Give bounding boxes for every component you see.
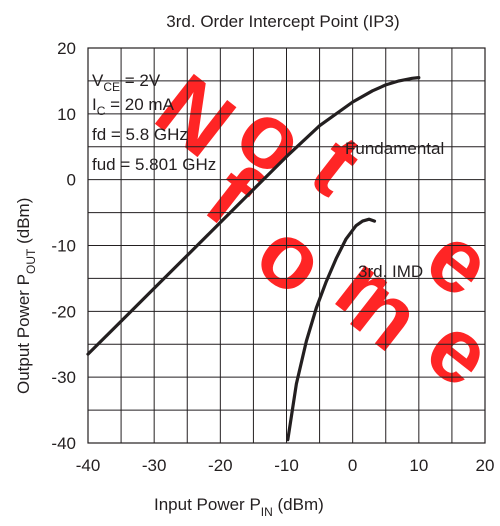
condition-ic: IC = 20 mA — [92, 95, 175, 118]
x-tick-labels: -40 -30 -20 -10 0 10 20 — [76, 456, 495, 475]
label-3rd-imd: 3rd. IMD — [358, 262, 423, 281]
plot-border — [87, 47, 486, 444]
x-tick-label: 20 — [476, 456, 495, 475]
condition-fd: fd = 5.8 GHz — [92, 125, 188, 144]
x-tick-label: 10 — [409, 456, 428, 475]
y-axis-title: Output Power POUT (dBm) — [14, 198, 38, 394]
x-axis-title: Input Power PIN (dBm) — [154, 495, 324, 519]
y-tick-labels: 20 10 0 -10 -20 -30 -40 — [51, 39, 76, 453]
y-tick-label: 0 — [67, 171, 76, 190]
x-tick-label: -40 — [76, 456, 101, 475]
y-tick-label: -10 — [51, 237, 76, 256]
series-group — [86, 76, 421, 442]
chart-title: 3rd. Order Intercept Point (IP3) — [166, 12, 399, 31]
y-tick-label: -30 — [51, 368, 76, 387]
plot-frame — [87, 47, 486, 444]
series-3rd-imd-line — [286, 217, 377, 442]
x-tick-label: -20 — [208, 456, 233, 475]
watermark: N o t f o r n e e — [138, 55, 500, 407]
x-tick-label: 0 — [348, 456, 357, 475]
condition-vce: VCE = 2V — [92, 71, 161, 94]
y-tick-label: 20 — [57, 39, 76, 58]
y-tick-label: -40 — [51, 434, 76, 453]
y-tick-label: 10 — [57, 105, 76, 124]
grid — [88, 48, 485, 443]
series-fundamental-line — [86, 76, 421, 356]
x-tick-label: -10 — [274, 456, 299, 475]
condition-fud: fud = 5.801 GHz — [92, 155, 216, 174]
label-fundamental: Fundamental — [345, 139, 444, 158]
y-tick-label: -20 — [51, 302, 76, 321]
x-tick-label: -30 — [142, 456, 167, 475]
conditions-block: VCE = 2V IC = 20 mA fd = 5.8 GHz fud = 5… — [92, 71, 216, 174]
